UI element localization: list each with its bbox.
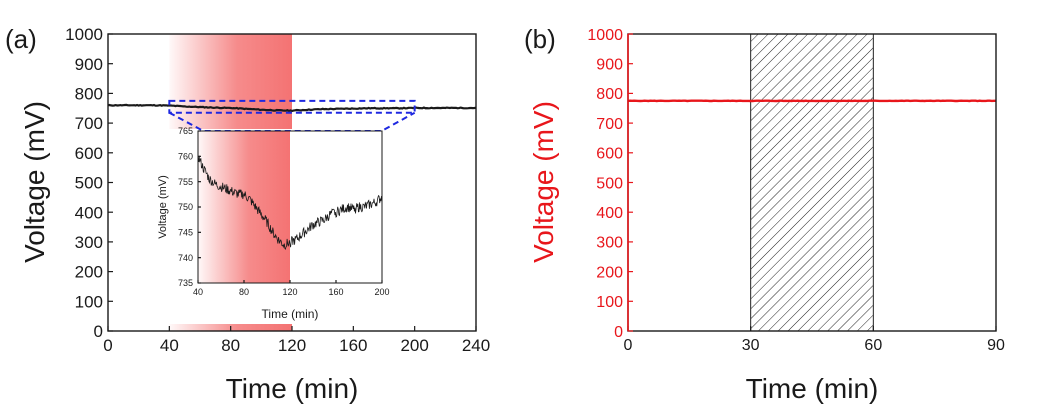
inset-x-tick-label: 80: [239, 287, 249, 297]
panel-b-x-tick-label: 30: [742, 337, 760, 354]
panel-b: (b) 0 30 60 9001002003004005006007008009001…: [524, 24, 1005, 404]
inset-y-tick-label: 735: [178, 278, 193, 288]
panel-b-x-tick-label: 90: [987, 337, 1005, 354]
inset-x-tick-label: 40: [193, 287, 203, 297]
panel-a-y-tick-label: 300: [75, 233, 103, 252]
panel-a-x-axis-label: Time (min): [226, 373, 359, 404]
panel-a-x-tick-label: 160: [339, 336, 367, 355]
inset-y-tick-label: 750: [178, 202, 193, 212]
inset-y-tick-label: 755: [178, 177, 193, 187]
inset-x-tick-label: 160: [328, 287, 343, 297]
panel-a-y-tick-label: 700: [75, 114, 103, 133]
panel-a-y-tick-label: 100: [75, 292, 103, 311]
inset-x-tick-label: 200: [374, 287, 389, 297]
panel-a-y-tick-label: 400: [75, 203, 103, 222]
panel-b-x-axis-label: Time (min): [746, 373, 879, 404]
panel-a-shade-band: [169, 34, 292, 129]
panel-a-y-tick-label: 900: [75, 55, 103, 74]
panel-a: (a) 40 80 120 160 200 735 740 745 750 755 760 765 Ti…: [5, 24, 490, 404]
panel-b-y-tick-label: 700: [596, 116, 623, 133]
inset-shade-band: [198, 131, 290, 283]
panel-a-x-tick-label: 240: [462, 336, 490, 355]
panel-b-y-tick-label: 200: [596, 264, 623, 281]
inset-y-tick-label: 765: [178, 126, 193, 136]
inset-y-axis-label: Voltage (mV): [157, 175, 169, 239]
panel-a-y-tick-label: 1000: [65, 25, 103, 44]
inset-y-tick-label: 760: [178, 152, 193, 162]
panel-a-y-tick-label: 600: [75, 144, 103, 163]
panel-b-y-tick-label: 300: [596, 235, 623, 252]
panel-a-x-tick-label: 0: [103, 336, 112, 355]
inset-y-tick-label: 740: [178, 253, 193, 263]
panel-a-x-tick-label: 40: [160, 336, 179, 355]
inset-x-tick-label: 120: [282, 287, 297, 297]
panel-a-x-tick-label: 80: [221, 336, 240, 355]
inset-y-tick-label: 745: [178, 228, 193, 238]
panel-a-y-tick-label: 500: [75, 174, 103, 193]
panel-a-y-tick-label: 200: [75, 263, 103, 282]
panel-a-zoom-box: [168, 99, 416, 132]
panel-b-y-tick-label: 400: [596, 205, 623, 222]
panel-b-hatch-rect: [750, 33, 874, 332]
inset-series-voltage: [197, 155, 383, 251]
panel-b-hatched-interval: [750, 33, 874, 332]
panel-a-y-tick-label: 0: [94, 322, 103, 341]
panel-a-x-tick-label: 120: [278, 336, 306, 355]
panel-a-zoom-rect: [168, 99, 416, 114]
panel-b-y-tick-label: 1000: [587, 27, 623, 44]
panel-b-y-tick-label: 600: [596, 146, 623, 163]
inset-x-axis-label: Time (min): [262, 307, 319, 321]
panel-a-x-tick-label: 200: [400, 336, 428, 355]
panel-a-y-axis-label: Voltage (mV): [19, 101, 50, 263]
panel-b-y-axis-label: Voltage (mV): [528, 101, 559, 263]
panel-b-x-tick-label: 0: [624, 337, 633, 354]
panel-b-y-tick-label: 900: [596, 56, 623, 73]
panel-b-label: (b): [524, 24, 556, 54]
panel-b-y-tick-label: 100: [596, 294, 623, 311]
panel-b-x-tick-label: 60: [864, 337, 882, 354]
panel-b-y-tick-label: 500: [596, 175, 623, 192]
panel-a-y-tick-label: 800: [75, 85, 103, 104]
panel-b-y-tick-label: 800: [596, 86, 623, 103]
panel-a-zoom-connector: [168, 111, 416, 132]
panel-b-y-tick-label: 0: [614, 324, 623, 341]
panel-a-label: (a): [5, 24, 37, 54]
panel-a-inset: 40 80 120 160 200 735 740 745 750 755 760 765 Time (…: [157, 126, 390, 321]
